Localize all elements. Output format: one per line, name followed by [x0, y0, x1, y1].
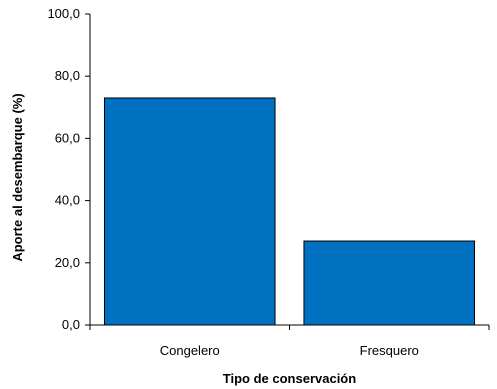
y-tick-label: 60,0	[55, 130, 80, 145]
x-tick-label: Fresquero	[360, 343, 419, 358]
y-axis-title: Aporte al desembarque (%)	[10, 93, 25, 261]
y-ticks-group: 0,0 20,0 40,0 60,0 80,0 100,0	[47, 6, 90, 332]
bar-fresquero	[303, 240, 476, 326]
x-axis-title: Tipo de conservación	[223, 371, 356, 386]
y-tick-label: 100,0	[47, 6, 80, 21]
y-tick-label: 40,0	[55, 193, 80, 208]
y-tick-label: 0,0	[62, 317, 80, 332]
x-tick-label: Congelero	[160, 343, 220, 358]
bar-congelero	[103, 97, 276, 326]
y-tick-label: 80,0	[55, 68, 80, 83]
y-tick-label: 20,0	[55, 255, 80, 270]
bars-group	[103, 97, 476, 326]
x-ticks-group: Congelero Fresquero	[89, 325, 490, 358]
